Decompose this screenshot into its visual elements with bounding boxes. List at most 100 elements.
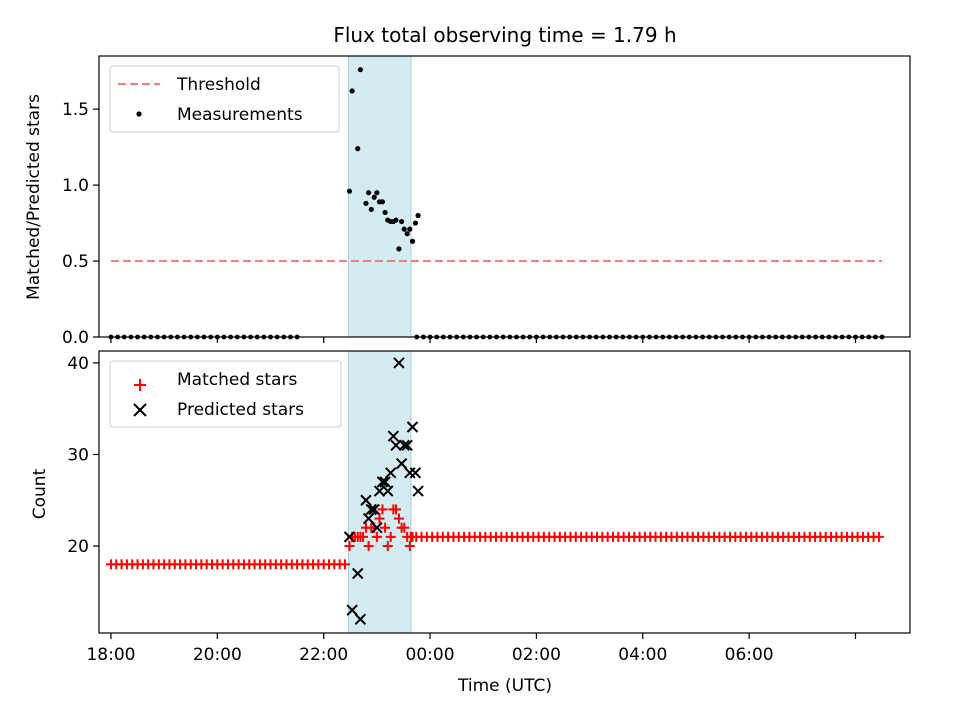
top-x-ticks (110, 337, 857, 343)
predicted-star-marker (371, 522, 383, 534)
predicted-star-marker (401, 439, 413, 452)
matched-star-marker (363, 541, 374, 552)
measurement-point (412, 220, 419, 226)
predicted-legend-label: Predicted stars (177, 400, 304, 420)
predicted-star-marker (379, 476, 391, 488)
matched-legend-label: Matched stars (177, 370, 297, 390)
x-tick-label: 04:00 (618, 645, 667, 665)
predicted-stars-points (343, 357, 424, 625)
matched-star-marker (374, 513, 385, 524)
matched-star-marker (339, 559, 350, 570)
measurement-point (366, 190, 372, 196)
y-tick-label: 1.0 (62, 176, 89, 196)
bottom-legend: Matched stars Predicted stars (109, 360, 342, 428)
bottom-panel: 20 30 40 18:00 20:00 22:00 00:00 02:00 04:00 06:… (30, 350, 911, 696)
predicted-legend-swatch (133, 403, 147, 417)
predicted-star-marker (406, 421, 419, 433)
top-legend-box (109, 65, 340, 133)
matched-star-marker (404, 541, 415, 552)
predicted-star-marker (365, 503, 377, 516)
bottom-y-ticks: 20 30 40 (67, 354, 99, 557)
measurement-point (396, 246, 402, 252)
bottom-legend-box (109, 360, 342, 428)
measurements-legend-label: Measurements (177, 105, 303, 125)
x-tick-label: 06:00 (725, 645, 774, 665)
predicted-star-marker (412, 485, 424, 497)
predicted-star-marker (354, 613, 367, 625)
matched-star-marker (407, 531, 418, 542)
measurement-point (379, 199, 386, 205)
matched-star-marker (382, 541, 393, 552)
measurement-point (401, 226, 407, 232)
matched-star-marker (391, 504, 402, 515)
y-tick-label: 40 (67, 354, 89, 374)
y-tick-label: 20 (67, 537, 89, 557)
predicted-star-marker (382, 485, 394, 497)
predicted-star-marker (343, 531, 356, 543)
top-shaded-interval (347, 55, 412, 338)
matched-star-marker (385, 531, 396, 542)
predicted-star-marker (368, 503, 380, 516)
measurement-point (393, 217, 399, 223)
measurement-point (355, 146, 361, 152)
top-y-axis-label: Matched/Predicted stars (24, 94, 44, 300)
measurement-point (374, 190, 380, 196)
bottom-axes-frame (98, 350, 911, 634)
measurement-point (415, 212, 421, 219)
measurement-point (404, 231, 410, 237)
measurement-point (357, 67, 363, 73)
predicted-star-marker (390, 439, 402, 452)
matched-star-marker (380, 522, 391, 533)
top-axes-frame (98, 55, 911, 338)
threshold-legend-label: Threshold (176, 75, 261, 95)
predicted-star-marker (409, 467, 422, 479)
measurement-point (409, 238, 416, 244)
matched-star-marker (399, 522, 410, 533)
y-tick-label: 1.5 (62, 100, 89, 120)
measurement-point (371, 194, 377, 200)
top-panel: Flux total observing time = 1.79 h 0.00.… (24, 23, 911, 348)
matched-star-marker (873, 531, 884, 542)
bottom-y-axis-label: Count (30, 468, 50, 519)
x-axis-label: Time (UTC) (457, 676, 552, 696)
predicted-star-marker (362, 512, 375, 525)
top-title: Flux total observing time = 1.79 h (333, 23, 676, 47)
bottom-x-ticks: 18:00 20:00 22:00 00:00 02:00 04:00 06:00 (86, 633, 857, 665)
x-tick-label: 22:00 (299, 645, 348, 665)
measurement-point (346, 188, 353, 194)
predicted-star-marker (387, 430, 400, 442)
measurement-point (368, 206, 374, 213)
top-y-ticks: 0.0 0.5 1.0 1.5 (62, 100, 99, 348)
predicted-star-marker (376, 476, 389, 488)
matched-star-marker (393, 513, 404, 524)
measurements-legend-swatch (136, 111, 142, 117)
measurement-point (349, 88, 355, 94)
x-tick-label: 18:00 (86, 645, 135, 665)
x-tick-label: 02:00 (512, 645, 561, 665)
predicted-star-marker (384, 467, 397, 479)
predicted-star-marker (395, 457, 408, 470)
predicted-star-marker (346, 604, 358, 616)
matched-star-marker (377, 504, 388, 515)
measurement-point (398, 218, 405, 225)
predicted-star-marker (352, 567, 364, 580)
matched-star-marker (344, 541, 355, 552)
x-tick-label: 20:00 (193, 645, 242, 665)
predicted-star-marker (398, 439, 410, 452)
matched-legend-swatch (134, 379, 146, 391)
matched-star-marker (358, 531, 369, 542)
matched-stars-points (105, 504, 884, 570)
matched-star-marker (371, 531, 382, 542)
top-legend: Threshold Measurements (109, 65, 340, 133)
y-tick-label: 30 (67, 445, 89, 465)
predicted-star-marker (393, 357, 405, 369)
shaded-band (347, 55, 412, 338)
y-tick-label: 0.5 (62, 252, 89, 272)
x-tick-label: 00:00 (406, 645, 455, 665)
y-tick-label: 0.0 (62, 328, 89, 348)
measurement-point (382, 209, 388, 216)
predicted-star-marker (373, 485, 386, 497)
predicted-star-marker (360, 494, 372, 506)
measurement-point (407, 226, 413, 232)
